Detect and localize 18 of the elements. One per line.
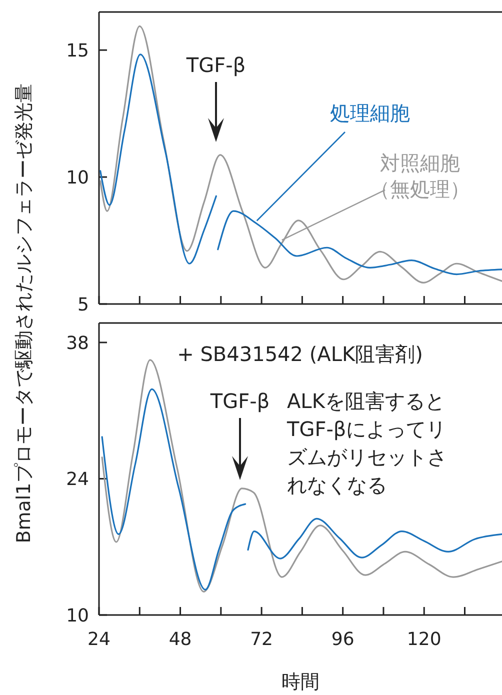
x-tick-label: 48 <box>168 629 192 650</box>
x-axis-title: 時間 <box>282 671 320 693</box>
text: 処理細胞 <box>330 101 410 125</box>
annotation: ALKを阻害するとTGF-βによってリズムがリセットされなくなる <box>286 389 447 497</box>
y-tick-label: 24 <box>66 469 89 490</box>
x-tick-label: 120 <box>406 629 442 650</box>
y-tick-label: 5 <box>78 294 89 316</box>
annotation: TGF-β <box>209 389 270 413</box>
y-axis-title: Bmal1プロモータで駆動されたルシフェラーゼ発光量 <box>13 84 35 544</box>
y-tick-label: 15 <box>66 40 89 62</box>
annotation: + SB431542 (ALK阻害剤) <box>177 342 423 366</box>
y-tick-label: 38 <box>66 332 89 354</box>
y-tick-label: 10 <box>66 605 89 626</box>
annotation: TGF-β <box>185 53 246 77</box>
x-tick-label: 96 <box>331 629 354 650</box>
x-tick-label: 72 <box>250 629 274 650</box>
y-tick-label: 10 <box>66 167 89 188</box>
x-tick-label: 24 <box>88 629 110 650</box>
